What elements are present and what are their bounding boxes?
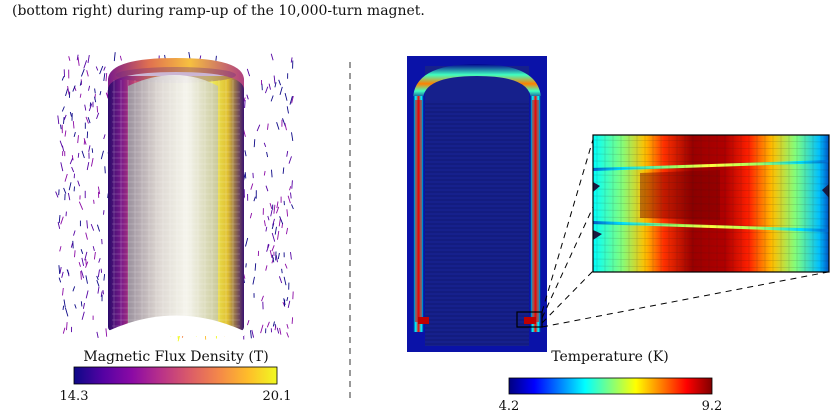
flux-density-colorbar: Magnetic Flux Density (T) 14.3 20.1 bbox=[60, 349, 292, 404]
temperature-colorbar: Temperature (K) 4.2 9.2 bbox=[499, 349, 723, 414]
zoom-indicator-lines bbox=[541, 135, 829, 328]
temperature-cross-section-plot bbox=[407, 56, 547, 352]
field-vector-arrows bbox=[55, 52, 294, 342]
flux-colorbar-title: Magnetic Flux Density (T) bbox=[83, 349, 268, 365]
magnet-cylinder-plot bbox=[108, 58, 244, 336]
temperature-zoom-inset bbox=[592, 134, 830, 273]
flux-min-label: 14.3 bbox=[60, 389, 89, 404]
figure-caption: (bottom right) during ramp-up of the 10,… bbox=[12, 3, 425, 19]
temp-max-label: 9.2 bbox=[702, 399, 723, 414]
temp-colorbar-title: Temperature (K) bbox=[551, 349, 669, 365]
flux-max-label: 20.1 bbox=[263, 389, 292, 404]
temp-min-label: 4.2 bbox=[499, 399, 520, 414]
